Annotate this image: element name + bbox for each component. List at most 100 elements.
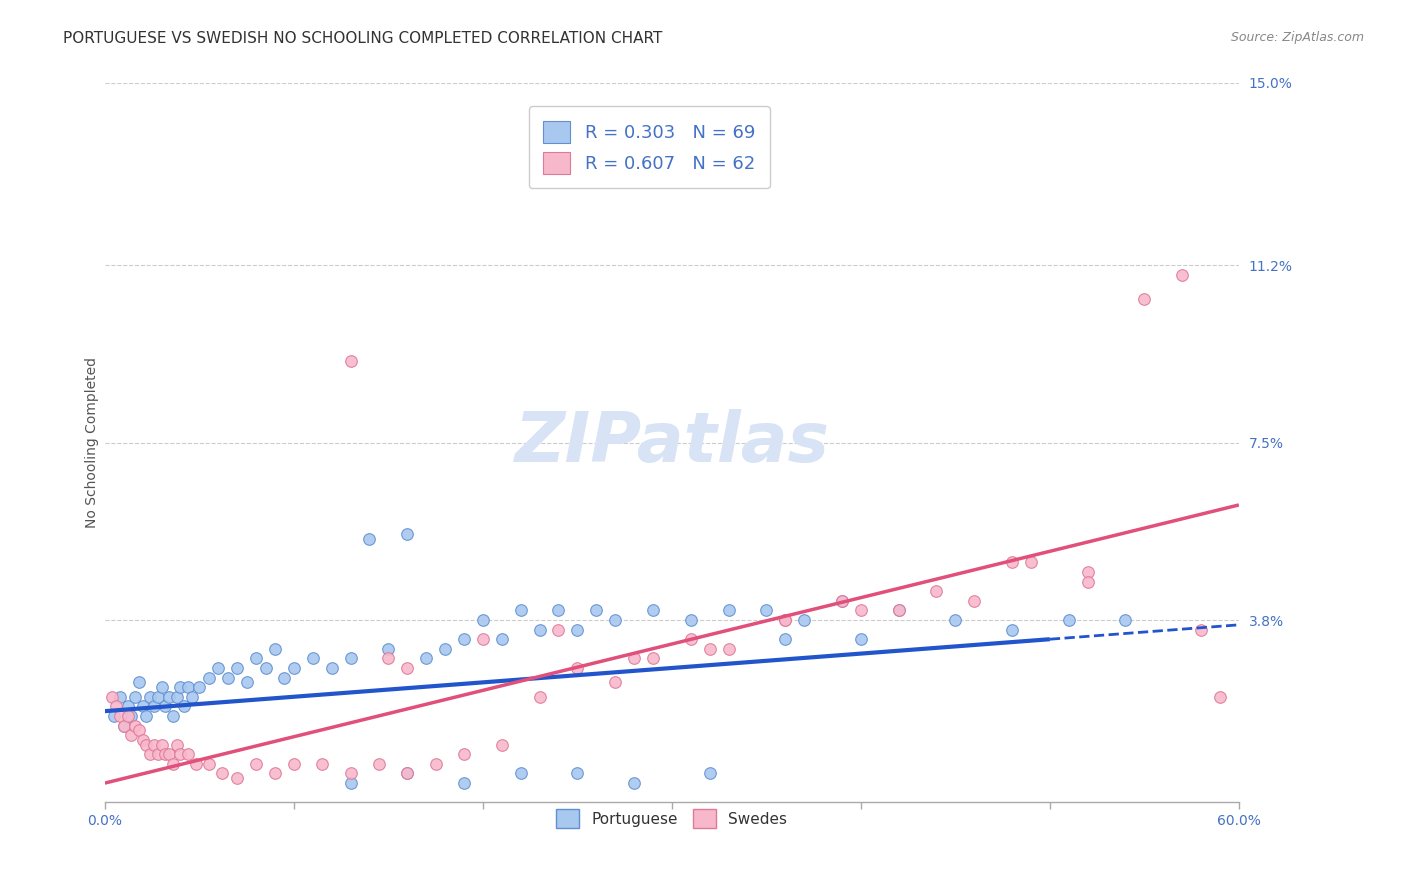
Point [831, 594, 853, 608]
Point [1171, 268, 1194, 282]
Point [887, 603, 910, 617]
Point [173, 699, 195, 714]
Point [377, 651, 399, 665]
Point [128, 723, 150, 738]
Point [264, 766, 287, 780]
Point [1001, 623, 1024, 637]
Point [211, 766, 233, 780]
Point [453, 632, 475, 647]
Text: PORTUGUESE VS SWEDISH NO SCHOOLING COMPLETED CORRELATION CHART: PORTUGUESE VS SWEDISH NO SCHOOLING COMPL… [63, 31, 662, 46]
Point [425, 756, 447, 771]
Point [321, 661, 343, 675]
Point [547, 623, 569, 637]
Point [1057, 613, 1080, 627]
Point [471, 613, 494, 627]
Point [169, 747, 191, 762]
Point [775, 613, 797, 627]
Point [605, 675, 627, 690]
Point [301, 651, 323, 665]
Point [108, 709, 131, 723]
Text: ZIPatlas: ZIPatlas [515, 409, 830, 476]
Point [529, 623, 551, 637]
Point [245, 651, 267, 665]
Point [453, 776, 475, 790]
Point [207, 661, 229, 675]
Point [943, 613, 966, 627]
Point [180, 690, 202, 704]
Point [146, 690, 169, 704]
Point [103, 709, 125, 723]
Point [471, 632, 494, 647]
Point [679, 613, 702, 627]
Point [150, 738, 173, 752]
Point [254, 661, 277, 675]
Point [128, 675, 150, 690]
Point [699, 766, 721, 780]
Point [547, 603, 569, 617]
Point [529, 690, 551, 704]
Point [135, 709, 157, 723]
Point [245, 756, 267, 771]
Point [793, 613, 815, 627]
Point [117, 699, 139, 714]
Point [264, 641, 287, 656]
Point [146, 747, 169, 762]
Point [623, 776, 645, 790]
Point [775, 632, 797, 647]
Point [396, 766, 419, 780]
Point [150, 680, 173, 694]
Point [887, 603, 910, 617]
Point [434, 641, 457, 656]
Point [367, 756, 389, 771]
Point [143, 738, 166, 752]
Text: Source: ZipAtlas.com: Source: ZipAtlas.com [1230, 31, 1364, 45]
Point [567, 766, 589, 780]
Point [139, 747, 162, 762]
Point [1114, 613, 1136, 627]
Point [755, 603, 778, 617]
Point [139, 690, 162, 704]
Point [1077, 565, 1099, 579]
Point [162, 756, 184, 771]
Point [641, 603, 664, 617]
Point [120, 728, 142, 742]
Point [112, 718, 135, 732]
Point [831, 594, 853, 608]
Point [131, 733, 153, 747]
Point [849, 603, 872, 617]
Point [188, 680, 211, 694]
Point [679, 632, 702, 647]
Point [1019, 556, 1042, 570]
Point [235, 675, 257, 690]
Point [699, 641, 721, 656]
Point [226, 772, 249, 786]
Point [108, 690, 131, 704]
Point [1133, 292, 1156, 306]
Point [396, 526, 419, 541]
Point [415, 651, 437, 665]
Point [339, 354, 361, 368]
Y-axis label: No Schooling Completed: No Schooling Completed [86, 357, 100, 528]
Point [131, 699, 153, 714]
Point [509, 603, 531, 617]
Point [155, 747, 177, 762]
Point [567, 661, 589, 675]
Point [198, 756, 221, 771]
Point [166, 690, 188, 704]
Point [396, 766, 419, 780]
Point [198, 671, 221, 685]
Point [453, 747, 475, 762]
Point [177, 747, 200, 762]
Point [226, 661, 249, 675]
Point [339, 776, 361, 790]
Point [155, 699, 177, 714]
Point [217, 671, 239, 685]
Point [162, 709, 184, 723]
Point [717, 603, 740, 617]
Point [585, 603, 607, 617]
Point [567, 623, 589, 637]
Point [143, 699, 166, 714]
Point [1209, 690, 1232, 704]
Point [124, 718, 146, 732]
Point [509, 766, 531, 780]
